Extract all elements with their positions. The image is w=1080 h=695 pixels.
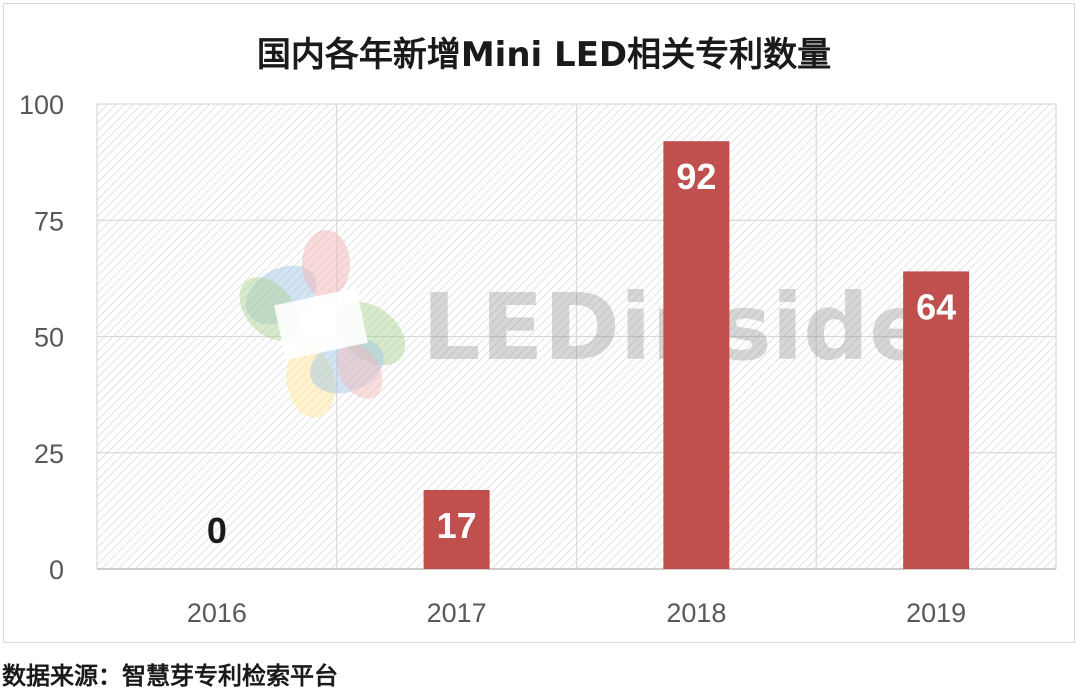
x-axis: 2016 2017 2018 2019: [187, 598, 966, 628]
data-label: 92: [676, 156, 716, 197]
bars: [423, 141, 970, 569]
x-tick-label: 2019: [906, 598, 966, 628]
data-label: 64: [916, 286, 956, 327]
source-note: 数据来源：智慧芽专利检索平台: [2, 662, 338, 690]
bar: [903, 271, 970, 569]
chart-frame: 国内各年新增Mini LED相关专利数量 LEDinside 025507510…: [3, 3, 1075, 643]
y-tick-label: 0: [49, 555, 64, 585]
data-label: 0: [207, 510, 227, 551]
y-axis: 0 25 50 75 100: [19, 90, 64, 585]
bar: [663, 141, 730, 569]
y-tick-label: 25: [34, 439, 64, 469]
watermark-logo-icon: [239, 230, 406, 418]
x-tick-label: 2017: [427, 598, 487, 628]
y-tick-label: 75: [34, 206, 64, 236]
y-tick-label: 100: [19, 90, 64, 120]
y-tick-label: 50: [34, 323, 64, 353]
x-tick-label: 2016: [187, 598, 247, 628]
chart-title: 国内各年新增Mini LED相关专利数量: [257, 35, 831, 75]
bar: [423, 489, 490, 569]
gridlines: [96, 103, 1057, 570]
data-labels: 0 17 92 64: [207, 156, 956, 551]
x-tick-label: 2018: [666, 598, 726, 628]
data-label: 17: [437, 505, 477, 546]
bar-chart: 国内各年新增Mini LED相关专利数量 LEDinside 025507510…: [19, 35, 1057, 628]
